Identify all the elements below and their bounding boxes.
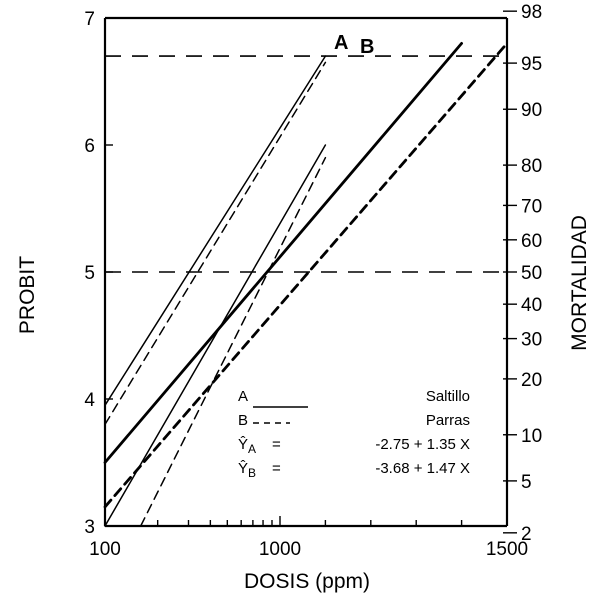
series-b-line [103,42,509,509]
series-b-ci-lower [139,156,327,527]
series-b-label: B [360,36,374,58]
y-tick-label: 4 [84,390,95,411]
legend-yhat-b: ŶB [238,460,256,480]
y2-tick-label: 70 [521,196,542,217]
y2-tick-label: 30 [521,330,542,351]
legend-formula-b: -3.68 + 1.47 X [375,460,470,477]
x-tick-label: 1000 [259,539,301,560]
legend-eq-a: = [272,436,281,453]
legend-key-a: A [238,388,248,405]
series-a-ci-lower [104,144,327,527]
legend-yhat-a-symbol: Ŷ [238,436,248,453]
y2-tick-label: 95 [521,54,542,75]
series-a-label: A [334,32,348,54]
y2-tick-label: 90 [521,100,542,121]
y2-tick-label: 5 [521,472,532,493]
plot-lines [103,42,509,527]
legend-label-saltillo: Saltillo [426,388,470,405]
x-tick-label: 100 [89,539,121,560]
y-axis-title: PROBIT [16,256,39,334]
y2-tick-label: 40 [521,295,542,316]
legend-yhat-b-sub: B [248,466,256,480]
legend: A Saltillo B Parras ŶA = -2.75 + 1.35 X … [238,388,470,480]
y2-tick-label: 10 [521,426,542,447]
legend-yhat-a: ŶA [238,436,256,456]
x-axis-title: DOSIS (ppm) [244,570,370,593]
series-a-ci-upper [104,55,327,407]
x-tick-label: 1500 [486,539,528,560]
y-tick-label: 5 [84,263,95,284]
legend-eq-b: = [272,460,281,477]
legend-formula-a: -2.75 + 1.35 X [375,436,470,453]
series-b-ci-upper [104,61,327,426]
y2-tick-label: 20 [521,370,542,391]
legend-key-b: B [238,412,248,429]
legend-yhat-a-sub: A [248,442,256,456]
y2-tick-label: 2 [521,524,532,545]
y2-tick-label: 50 [521,263,542,284]
y2-tick-label: 80 [521,156,542,177]
y-tick-label: 3 [84,517,95,538]
legend-label-parras: Parras [426,412,470,429]
ticks: 3 4 5 6 7 2 5 10 20 30 40 50 60 70 80 90 95 98 100 1000 1500 [84,2,542,560]
y2-axis-title: MORTALIDAD [568,215,591,351]
y2-tick-label: 98 [521,2,542,23]
series-a-line [103,42,464,464]
y-tick-label: 6 [84,136,95,157]
y-tick-label: 7 [84,9,95,30]
legend-yhat-b-symbol: Ŷ [238,460,248,477]
y2-tick-label: 60 [521,231,542,252]
